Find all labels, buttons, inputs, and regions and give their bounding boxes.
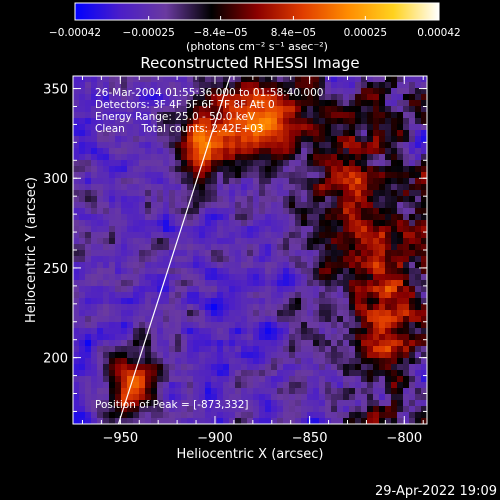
x-tick-label: −950 — [102, 431, 138, 446]
colorbar-tick-label: 0.00042 — [417, 27, 460, 39]
annotation-detectors: Detectors: 3F 4F 5F 6F 7F 8F Att 0 — [95, 99, 275, 111]
x-axis-label: Heliocentric X (arcsec) — [177, 447, 324, 462]
y-axis-ticks: 200 250 300 350 — [43, 83, 427, 412]
annotation-clean-counts: Clean Total counts: 2.42E+03 — [95, 123, 264, 135]
solar-limb-line — [117, 75, 231, 425]
colorbar-tick-label: −0.00025 — [123, 27, 175, 39]
x-axis-ticks: −950 −900 −850 −800 — [81, 76, 424, 446]
x-tick-label: −900 — [197, 431, 233, 446]
annotation-energy-range: Energy Range: 25.0 - 50.0 keV — [95, 111, 256, 123]
annotation-peak-position: Position of Peak = [-873,332] — [95, 399, 249, 411]
annotation-time-range: 26-Mar-2004 01:55:36.000 to 01:58:40.000 — [95, 87, 323, 99]
colorbar-ticks: −0.00042 −0.00025 −8.4e−05 8.4e−05 0.00025 0.… — [49, 16, 461, 39]
y-axis-label: Heliocentric Y (arcsec) — [24, 177, 39, 323]
y-tick-label: 250 — [43, 262, 68, 277]
colorbar-tick-label: −0.00042 — [49, 27, 101, 39]
chart-title: Reconstructed RHESSI Image — [140, 54, 359, 72]
x-tick-label: −850 — [292, 431, 328, 446]
colorbar-unit-label: (photons cm⁻² s⁻¹ asec⁻²) — [186, 40, 328, 53]
y-tick-label: 350 — [43, 83, 68, 98]
colorbar-tick-label: −8.4e−05 — [194, 27, 248, 39]
colorbar-tick-label: 0.00025 — [344, 27, 387, 39]
colorbar-tick-label: 8.4e−05 — [271, 27, 316, 39]
y-tick-label: 200 — [43, 352, 68, 367]
timestamp: 29-Apr-2022 19:09 — [375, 484, 497, 499]
x-tick-label: −800 — [386, 431, 422, 446]
y-tick-label: 300 — [43, 172, 68, 187]
colorbar — [74, 2, 440, 21]
